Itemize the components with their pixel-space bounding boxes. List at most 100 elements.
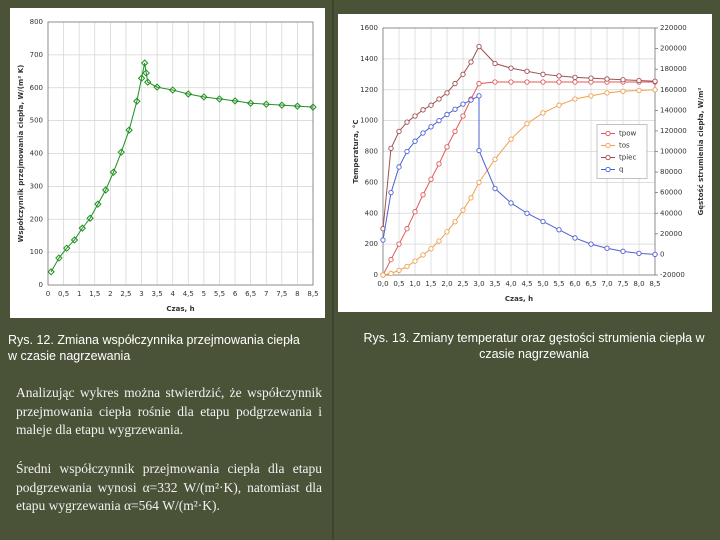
data-point bbox=[380, 237, 386, 243]
data-point bbox=[168, 86, 177, 94]
data-point bbox=[572, 74, 578, 81]
x-tick-label: 0,5 bbox=[393, 280, 404, 288]
data-point bbox=[380, 272, 386, 278]
data-point bbox=[604, 76, 610, 82]
y-tick-label: 200 bbox=[30, 215, 43, 223]
data-point bbox=[588, 93, 594, 99]
x-tick-label: 8,5 bbox=[649, 280, 660, 288]
data-point bbox=[388, 270, 394, 277]
data-point bbox=[137, 74, 146, 82]
x-tick-label: 0,5 bbox=[58, 290, 69, 298]
data-point bbox=[412, 113, 418, 119]
x-tick-label: 1 bbox=[77, 290, 81, 298]
x-tick-label: 3,0 bbox=[473, 280, 484, 288]
y-tick-label: 0 bbox=[374, 271, 378, 279]
plot-frame bbox=[382, 27, 656, 276]
y2-tick-label: 20000 bbox=[660, 230, 682, 238]
data-point bbox=[508, 65, 514, 71]
y-tick-label: 400 bbox=[365, 209, 378, 217]
chart-right: 0,0 0,5 1,0 1,5 2,0 2,5 3,0 3,5 4,0 4,5 5,0 5,5 6,0 6… bbox=[338, 14, 712, 312]
y2-tick-label: 160000 bbox=[660, 86, 687, 94]
data-point bbox=[588, 241, 594, 247]
y2-tick-label: 100000 bbox=[660, 148, 687, 156]
legend-label: tos bbox=[619, 142, 630, 150]
x-tick-label: 5,5 bbox=[553, 280, 564, 288]
data-point bbox=[420, 107, 426, 113]
paragraph: Analizując wykres można stwierdzić, że w… bbox=[16, 385, 322, 437]
x-tick-label: 3,5 bbox=[152, 290, 163, 298]
y-tick-label: 800 bbox=[365, 148, 378, 156]
legend-marker bbox=[605, 166, 611, 173]
data-point bbox=[412, 258, 418, 264]
legend-marker bbox=[605, 142, 611, 149]
x-tick-label: 7,5 bbox=[276, 290, 287, 298]
x-tick-label: 6,5 bbox=[585, 280, 596, 288]
data-point bbox=[94, 200, 102, 208]
data-point bbox=[468, 195, 474, 201]
data-point bbox=[428, 102, 434, 108]
x-axis-title: Czas, h bbox=[166, 305, 194, 313]
y-tick-label: 1200 bbox=[360, 86, 378, 94]
x-tick-label: 3 bbox=[139, 290, 143, 298]
data-point bbox=[468, 59, 474, 65]
data-point bbox=[492, 79, 498, 85]
series-line bbox=[382, 81, 655, 276]
y-tick-label: 0 bbox=[39, 281, 43, 289]
x-tick-label: 2 bbox=[108, 290, 112, 298]
data-point bbox=[620, 88, 626, 94]
y-tick-label: 800 bbox=[30, 18, 43, 26]
data-point bbox=[492, 60, 498, 67]
x-tick-label: 0,0 bbox=[377, 280, 388, 288]
data-point bbox=[556, 73, 562, 79]
data-point bbox=[86, 214, 94, 222]
data-point bbox=[55, 254, 63, 262]
y-tick-label: 400 bbox=[30, 150, 43, 158]
data-point bbox=[412, 138, 418, 144]
y2-tick-label: -20000 bbox=[660, 271, 685, 279]
y2-tick-label: 200000 bbox=[660, 45, 687, 53]
data-point bbox=[70, 236, 79, 244]
x-tick-label: 6,0 bbox=[569, 280, 580, 288]
data-point bbox=[404, 119, 410, 125]
data-point bbox=[396, 128, 402, 135]
x-tick-label: 8 bbox=[295, 290, 299, 298]
y-tick-label: 600 bbox=[365, 178, 378, 186]
legend-label: tpow bbox=[619, 130, 636, 138]
x-tick-label: 0 bbox=[46, 290, 50, 298]
data-point bbox=[388, 145, 394, 152]
x-tick-label: 4,0 bbox=[505, 280, 516, 288]
data-point bbox=[508, 136, 514, 142]
x-tick-label: 2,5 bbox=[120, 290, 131, 298]
data-point bbox=[452, 219, 458, 225]
y-tick-label: 1400 bbox=[360, 55, 378, 63]
data-point bbox=[636, 87, 642, 94]
data-point bbox=[652, 78, 658, 84]
data-point bbox=[436, 161, 442, 167]
legend-label: tpiec bbox=[619, 154, 636, 162]
x-tick-label: 2,5 bbox=[457, 280, 468, 288]
data-point bbox=[109, 168, 118, 176]
x-tick-label: 7,0 bbox=[601, 280, 612, 288]
data-point bbox=[460, 113, 466, 119]
data-point bbox=[572, 96, 578, 102]
data-point bbox=[444, 229, 450, 235]
data-point bbox=[246, 99, 255, 107]
plot-frame bbox=[47, 21, 314, 286]
data-point bbox=[396, 164, 402, 170]
y2-tick-label: 40000 bbox=[660, 209, 682, 217]
y-tick-label: 100 bbox=[30, 248, 43, 256]
data-point bbox=[540, 218, 546, 225]
data-point bbox=[452, 106, 458, 112]
data-point bbox=[428, 124, 434, 130]
data-point bbox=[476, 179, 482, 186]
data-point bbox=[200, 93, 208, 101]
data-point bbox=[636, 250, 642, 257]
data-point bbox=[142, 69, 150, 77]
y-tick-label: 1600 bbox=[360, 24, 378, 32]
data-point bbox=[436, 96, 442, 102]
data-point bbox=[101, 186, 110, 194]
chart-left: 0 0,5 1 1,5 2 2,5 3 3,5 4 4,5 5 5,5 6 6,5 7 7,5 8 8,5 0 100… bbox=[10, 8, 325, 318]
y-axis-title: Temperatura, °C bbox=[352, 119, 360, 183]
data-point bbox=[125, 126, 133, 134]
